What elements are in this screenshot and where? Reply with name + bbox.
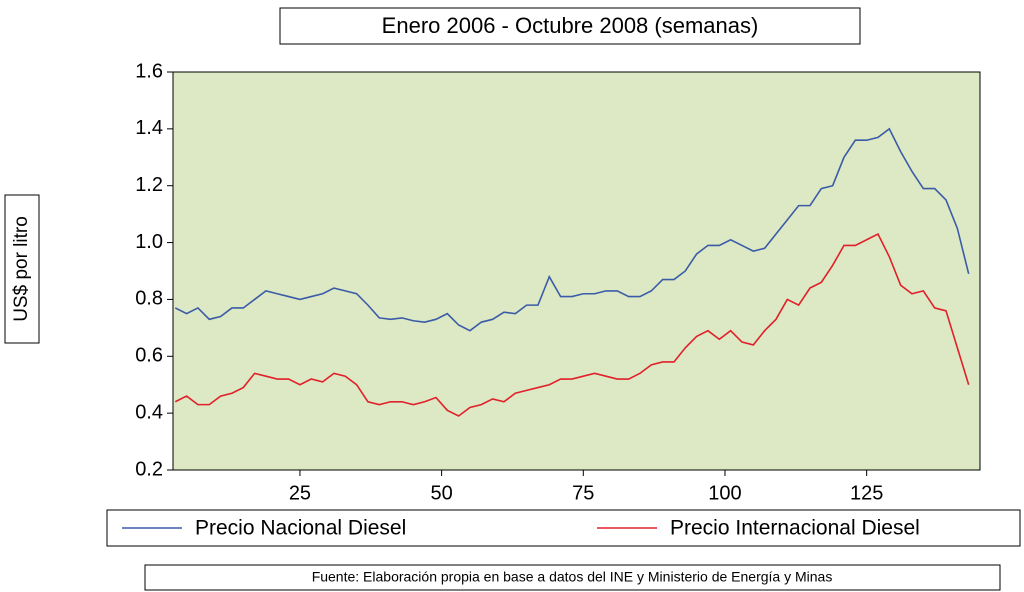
source: Fuente: Elaboración propia en base a dat… [312,569,833,585]
x-tick-label: 75 [572,482,594,504]
legend-label: Precio Nacional Diesel [195,517,406,540]
plot-area [172,71,981,471]
y-tick-label: 1.4 [135,117,163,139]
x-tick-label: 100 [708,482,741,504]
chart-title: Enero 2006 - Octubre 2008 (semanas) [382,13,759,38]
y-axis-label: US$ por litro [11,216,32,322]
ylabel-box [4,194,40,344]
y-tick-label: 1.2 [135,174,163,196]
line-series [174,127,970,332]
y-tick-label: 0.8 [135,288,163,310]
y-tick-label: 0.6 [135,345,163,367]
x-tick-label: 125 [850,482,883,504]
y-tick-label: 1.6 [135,60,163,82]
y-tick-label: 0.4 [135,401,163,423]
x-tick-label: 50 [430,482,452,504]
source-box [144,564,1001,591]
title-box [279,7,861,45]
legend-box [106,509,1021,547]
y-tick-label: 0.2 [135,458,163,480]
y-tick-label: 1.0 [135,231,163,253]
line-series [174,232,970,417]
legend-label: Precio Internacional Diesel [670,517,920,540]
x-tick-label: 25 [289,482,311,504]
